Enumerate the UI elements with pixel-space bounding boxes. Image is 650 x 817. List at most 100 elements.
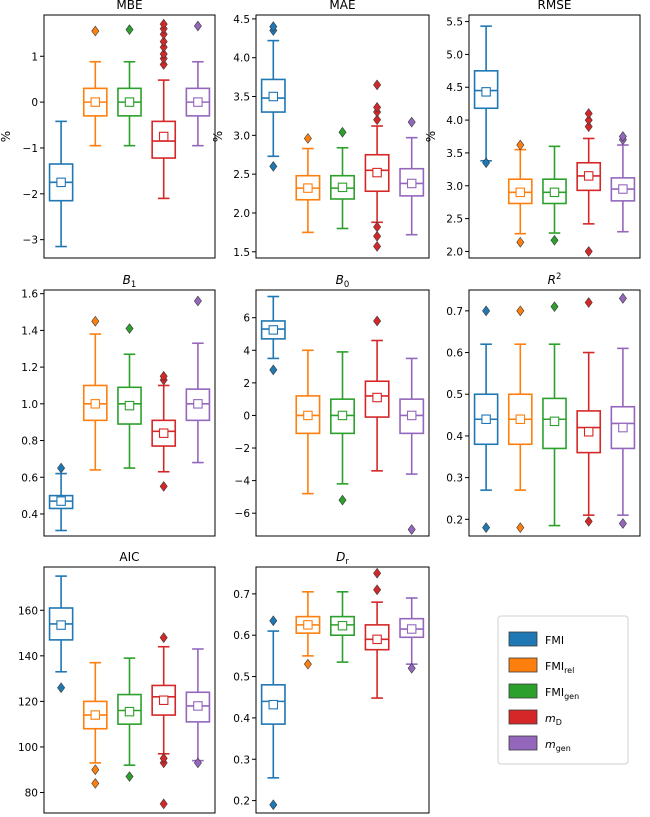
- outlier-point: [91, 25, 100, 37]
- mean-marker: [372, 392, 382, 403]
- y-tick-label: 2: [243, 378, 250, 390]
- y-tick-label: 0.2: [233, 796, 250, 808]
- y-tick-label: 160: [18, 605, 38, 617]
- outlier-point: [303, 658, 312, 670]
- legend-item-FMI: FMI: [508, 631, 564, 647]
- box-FMI_rel: [507, 305, 533, 534]
- outlier-point: [482, 305, 491, 317]
- mean-marker: [583, 171, 594, 181]
- outlier-point: [159, 28, 168, 40]
- outlier-point: [373, 230, 382, 242]
- legend-label: mD: [545, 712, 562, 727]
- mean-marker: [481, 414, 491, 425]
- mean-marker: [193, 97, 203, 107]
- outlier-point: [125, 771, 134, 782]
- box-FMI_rel: [82, 661, 108, 789]
- box-m_D: [151, 370, 177, 492]
- y-tick-label: −2: [23, 189, 38, 201]
- plot-frame: [255, 14, 430, 259]
- y-tick-label: 4.0: [233, 53, 250, 65]
- box-FMI: [48, 462, 74, 532]
- mean-marker: [303, 183, 313, 193]
- outlier-point: [584, 297, 593, 308]
- y-tick-label: 0.6: [446, 348, 463, 360]
- y-tick-label: 1.6: [21, 289, 38, 301]
- outlier-point: [338, 126, 347, 138]
- box-m_gen: [610, 292, 636, 529]
- box-FMI_rel: [295, 349, 321, 495]
- box-m_gen: [399, 357, 425, 535]
- y-tick-label: 140: [18, 651, 38, 663]
- y-axis-label: %: [424, 131, 438, 142]
- box-FMI: [260, 21, 286, 172]
- outlier-point: [159, 41, 168, 53]
- chart-title: RMSE: [538, 0, 572, 12]
- y-tick-label: 100: [18, 742, 38, 754]
- outlier-point: [159, 18, 168, 30]
- outlier-point: [269, 21, 278, 33]
- y-tick-label: 0.4: [233, 713, 250, 725]
- legend-frame: [497, 615, 629, 765]
- mean-marker: [90, 97, 101, 107]
- box-FMI: [260, 295, 286, 376]
- outlier-point: [584, 246, 593, 257]
- box-FMI: [48, 575, 74, 694]
- y-tick-label: 6: [243, 313, 250, 325]
- outlier-point: [91, 315, 100, 327]
- y-tick-label: 0: [243, 410, 250, 422]
- y-tick-label: 1.0: [21, 399, 38, 411]
- outlier-point: [91, 778, 100, 789]
- mean-marker: [406, 624, 417, 634]
- box-m_gen: [185, 648, 211, 769]
- outlier-point: [193, 295, 202, 307]
- y-tick-label: −3: [23, 235, 38, 247]
- y-tick-label: −6: [235, 508, 251, 520]
- outlier-point: [407, 524, 416, 535]
- y-tick-label: −2: [235, 443, 250, 455]
- mean-marker: [481, 87, 491, 97]
- outlier-point: [269, 364, 278, 376]
- outlier-point: [193, 20, 202, 32]
- box-FMI_gen: [542, 145, 567, 246]
- legend-swatch: [508, 683, 538, 699]
- outlier-point: [338, 494, 347, 506]
- outlier-point: [482, 157, 491, 169]
- y-tick-label: 3.0: [446, 181, 463, 193]
- y-tick-label: 5.0: [446, 49, 463, 61]
- y-tick-label: 0.5: [446, 389, 463, 401]
- mean-marker: [549, 187, 560, 198]
- box-FMI: [48, 120, 74, 248]
- panel-RMSE: RMSE% 2.0 2.5 3.0 3.5 4.0 4.5 5.0 5.5: [424, 0, 641, 259]
- legend-swatch: [508, 657, 538, 673]
- mean-marker: [583, 427, 594, 437]
- y-tick-label: 1: [31, 51, 38, 63]
- y-tick-label: 0.8: [21, 436, 38, 448]
- y-tick-label: −4: [235, 476, 251, 488]
- mean-marker: [406, 178, 417, 189]
- outlier-point: [159, 36, 168, 47]
- y-tick-label: 2.0: [446, 246, 463, 258]
- mean-marker: [337, 410, 348, 421]
- legend-item-FMI_rel: FMIrel: [508, 657, 574, 675]
- y-tick-label: 4.5: [446, 82, 463, 94]
- mean-marker: [56, 177, 66, 188]
- mean-marker: [268, 699, 279, 710]
- chart-title: B0: [336, 273, 350, 290]
- plot-frame: [468, 14, 641, 259]
- outlier-point: [618, 131, 627, 142]
- legend-swatch: [508, 631, 538, 647]
- plot-frame: [468, 289, 641, 537]
- legend-item-m_D: mD: [508, 709, 562, 727]
- mean-marker: [90, 710, 101, 720]
- outlier-point: [57, 462, 66, 474]
- outlier-point: [550, 234, 559, 246]
- box-FMI_rel: [295, 133, 321, 234]
- chart-title: MAE: [329, 0, 355, 12]
- outlier-point: [193, 757, 202, 769]
- mean-marker: [515, 414, 526, 425]
- plot-frame: [255, 566, 430, 814]
- mean-marker: [268, 91, 279, 102]
- y-tick-label: 3.0: [233, 130, 250, 142]
- y-tick-label: 3.5: [233, 92, 250, 104]
